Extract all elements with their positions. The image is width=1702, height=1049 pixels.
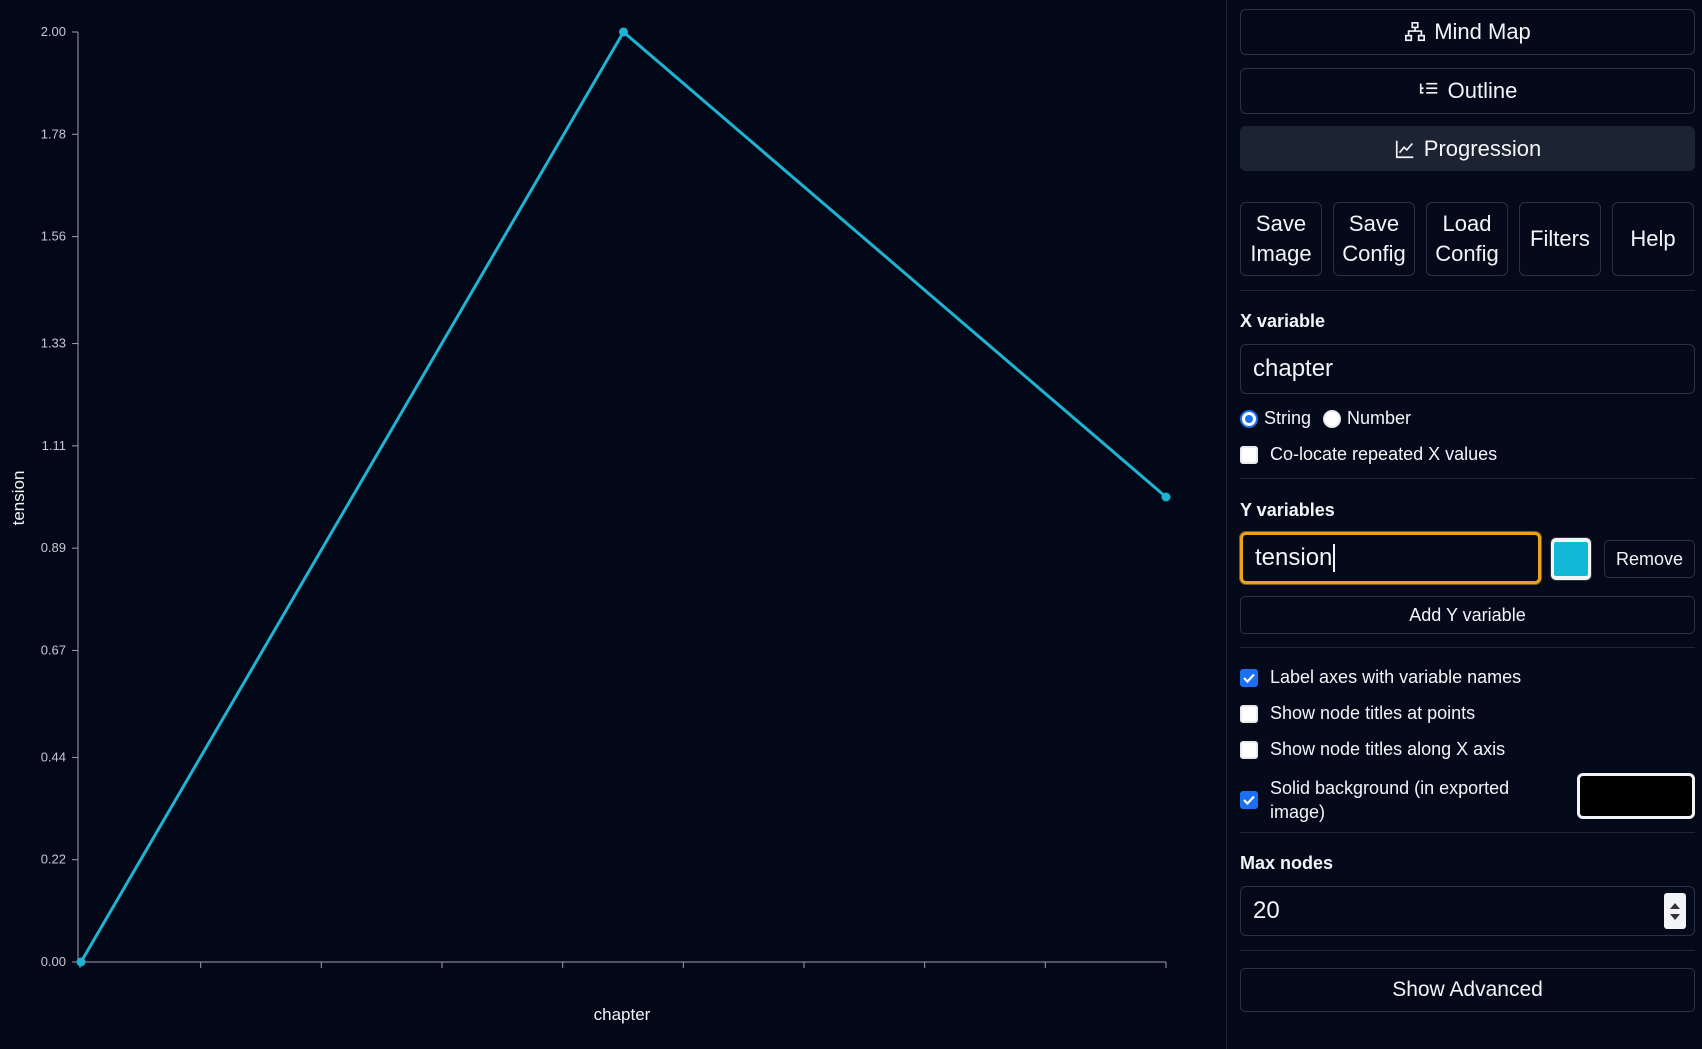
string-radio-label: String [1264, 408, 1312, 428]
y-tick-label: 0.89 [41, 540, 66, 555]
remove-y-variable-button[interactable]: Remove [1604, 540, 1695, 578]
y-tick-label: 1.78 [41, 126, 66, 141]
show-titles-axis-label: Show node titles along X axis [1270, 739, 1506, 759]
progression-button[interactable]: Progression [1240, 126, 1695, 171]
divider [1240, 950, 1695, 951]
y-tick-label: 1.56 [41, 229, 66, 244]
x-variable-label: X variable [1240, 311, 1326, 331]
show-titles-points-label: Show node titles at points [1270, 703, 1476, 723]
y-tick-label: 1.33 [41, 336, 66, 351]
divider [1240, 647, 1695, 648]
label-axes-checkbox[interactable] [1240, 668, 1258, 687]
y-axis-label: tension [9, 471, 28, 526]
solid-background-label-line1: Solid background (in exported [1270, 778, 1510, 798]
y-tick-label: 0.67 [41, 642, 66, 657]
save-image-button[interactable]: Save Image [1240, 202, 1322, 276]
divider [1240, 478, 1695, 479]
filters-button[interactable]: Filters [1519, 202, 1601, 276]
divider [1240, 832, 1695, 833]
solid-background-label-line2: image) [1270, 802, 1326, 822]
y-tick-label: 1.11 [42, 438, 66, 453]
mind-map-label: Mind Map [1434, 19, 1531, 44]
data-point[interactable] [619, 27, 628, 37]
background-color-picker[interactable] [1577, 773, 1695, 819]
outline-icon [1419, 82, 1437, 94]
mind-map-button[interactable]: Mind Map [1240, 9, 1695, 55]
text-cursor [1333, 544, 1336, 572]
solid-background-label: Solid background (in exported image) [1270, 776, 1509, 824]
help-button[interactable]: Help [1612, 202, 1694, 276]
divider [1240, 290, 1695, 291]
x-axis-label: chapter [594, 1005, 651, 1024]
x-variable-value: chapter [1253, 355, 1334, 382]
mind-map-icon [1405, 22, 1426, 42]
colocate-checkbox[interactable] [1240, 445, 1258, 464]
chart-line-icon [1395, 140, 1414, 158]
y-tick-label: 2.00 [41, 24, 66, 39]
series-line-tension [79, 29, 1167, 963]
data-point[interactable] [1161, 492, 1171, 502]
max-nodes-input[interactable]: 20 [1240, 886, 1695, 936]
data-point[interactable] [76, 957, 86, 967]
outline-label: Outline [1447, 78, 1518, 103]
x-variable-input[interactable]: chapter [1240, 344, 1695, 394]
x-axis-ticks [79, 962, 1167, 968]
y-variable-input[interactable]: tension [1240, 532, 1541, 584]
check-icon [1243, 673, 1255, 683]
show-titles-axis-row: Show node titles along X axis [1240, 739, 1505, 760]
progression-chart: 0.00 0.22 0.44 0.67 0.89 1.11 1.33 1.56 1.78 2.00… [9, 24, 1171, 1024]
background-color-swatch [1580, 776, 1692, 816]
y-color-picker[interactable] [1550, 537, 1592, 581]
y-axis-ticks: 0.00 0.22 0.44 0.67 0.89 1.11 1.33 1.56 1.78 2.00 [41, 24, 78, 969]
save-config-button[interactable]: Save Config [1333, 202, 1415, 276]
chart-svg: 0.00 0.22 0.44 0.67 0.89 1.11 1.33 1.56 1.78 2.00… [9, 24, 1171, 1024]
stepper-down-icon[interactable] [1670, 913, 1680, 920]
show-titles-points-checkbox[interactable] [1240, 704, 1258, 723]
max-nodes-label: Max nodes [1240, 853, 1334, 873]
x-type-radio-group: String Number [1240, 408, 1411, 429]
y-variables-label: Y variables [1240, 500, 1335, 520]
string-radio[interactable] [1240, 409, 1258, 428]
solid-background-checkbox[interactable] [1240, 791, 1258, 809]
outline-button[interactable]: Outline [1240, 68, 1695, 114]
y-tick-label: 0.00 [41, 954, 66, 969]
y-tick-label: 0.44 [41, 749, 66, 764]
y-variable-value: tension [1255, 544, 1333, 571]
label-axes-label: Label axes with variable names [1270, 667, 1522, 687]
show-titles-axis-checkbox[interactable] [1240, 740, 1258, 759]
label-axes-row: Label axes with variable names [1240, 667, 1521, 688]
number-radio[interactable] [1323, 409, 1342, 428]
colocate-label: Co-locate repeated X values [1270, 444, 1498, 464]
check-icon [1243, 795, 1255, 806]
load-config-button[interactable]: Load Config [1426, 202, 1508, 276]
stepper-up-icon[interactable] [1670, 902, 1680, 909]
solid-background-row: Solid background (in exported image) [1240, 776, 1509, 824]
add-y-variable-button[interactable]: Add Y variable [1240, 596, 1695, 634]
y-color-swatch [1554, 542, 1588, 576]
max-nodes-value: 20 [1253, 897, 1280, 924]
y-tick-label: 0.22 [41, 852, 66, 867]
show-titles-points-row: Show node titles at points [1240, 703, 1475, 724]
number-radio-label: Number [1347, 408, 1412, 428]
colocate-row: Co-locate repeated X values [1240, 444, 1497, 465]
settings-panel: Mind Map Outline Progression Save Image … [1226, 0, 1702, 1049]
show-advanced-button[interactable]: Show Advanced [1240, 968, 1695, 1012]
number-stepper[interactable] [1664, 893, 1686, 929]
progression-label: Progression [1423, 135, 1542, 161]
